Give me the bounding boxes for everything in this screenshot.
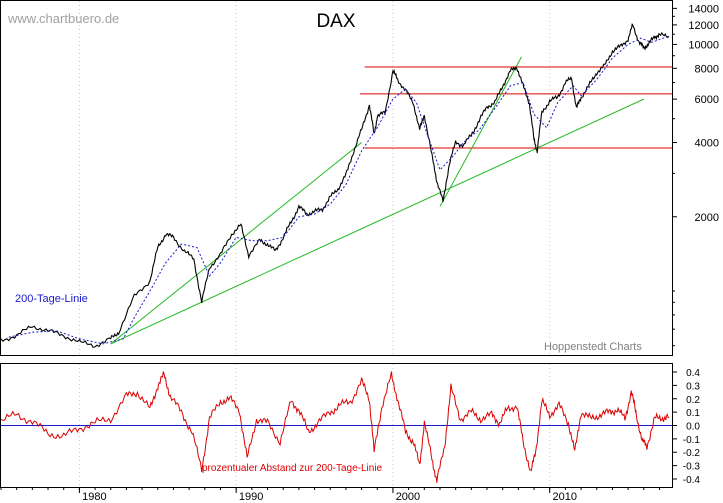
ind-y-tick-label-5: 0.1 xyxy=(686,408,700,419)
source-text: Hoppenstedt Charts xyxy=(544,341,642,353)
series-ma200 xyxy=(8,35,670,345)
y-axis-indicator: -0.4 -0.3 -0.2 -0.1 0.0 0.1 0.2 0.3 0.4 xyxy=(672,368,700,486)
main-panel-frame xyxy=(0,0,673,356)
trend-line-1 xyxy=(110,142,362,345)
watermark-text: www.chartbuero.de xyxy=(7,11,119,26)
series-abstand xyxy=(0,371,669,483)
trend-line-2 xyxy=(439,56,522,207)
y-axis-main: 2000 4000 6000 8000 10000 12000 14000 xyxy=(672,3,719,347)
ind-y-tick-label-7: 0.3 xyxy=(686,381,700,392)
indicator-annotation: prozentualer Abstand zur 200-Tage-Linie xyxy=(202,463,383,474)
ind-y-tick-label-8: 0.4 xyxy=(686,368,700,379)
ind-y-tick-label-6: 0.2 xyxy=(686,395,700,406)
trend-line-0 xyxy=(110,98,644,345)
indicator-series xyxy=(0,371,672,483)
price-series xyxy=(0,22,670,349)
chart-title: DAX xyxy=(316,11,355,32)
y-tick-label-1: 4000 xyxy=(695,138,719,150)
x-tick-label-1: 1990 xyxy=(239,491,263,503)
y-tick-label-5: 12000 xyxy=(688,20,719,32)
ma-annotation: 200-Tage-Linie xyxy=(15,293,88,305)
grid-lines xyxy=(78,1,551,487)
y-tick-label-0: 2000 xyxy=(695,212,719,224)
x-tick-label-0: 1980 xyxy=(82,491,106,503)
ind-y-tick-label-3: -0.1 xyxy=(683,435,701,446)
series-dax xyxy=(0,22,670,349)
x-tick-label-2: 2000 xyxy=(396,491,420,503)
x-tick-label-3: 2010 xyxy=(552,491,576,503)
y-tick-label-3: 8000 xyxy=(695,63,719,75)
resistance-levels xyxy=(360,66,672,149)
x-axis: 1980 1990 2000 2010 xyxy=(0,487,660,503)
trend-lines xyxy=(110,56,644,345)
ind-y-tick-label-1: -0.3 xyxy=(683,462,701,473)
ind-y-tick-label-4: 0.0 xyxy=(686,422,700,433)
ind-y-tick-label-0: -0.4 xyxy=(683,475,701,486)
y-tick-label-6: 14000 xyxy=(688,3,719,15)
y-tick-label-4: 10000 xyxy=(688,39,719,51)
y-tick-label-2: 6000 xyxy=(695,94,719,106)
ind-y-tick-label-2: -0.2 xyxy=(683,448,701,459)
